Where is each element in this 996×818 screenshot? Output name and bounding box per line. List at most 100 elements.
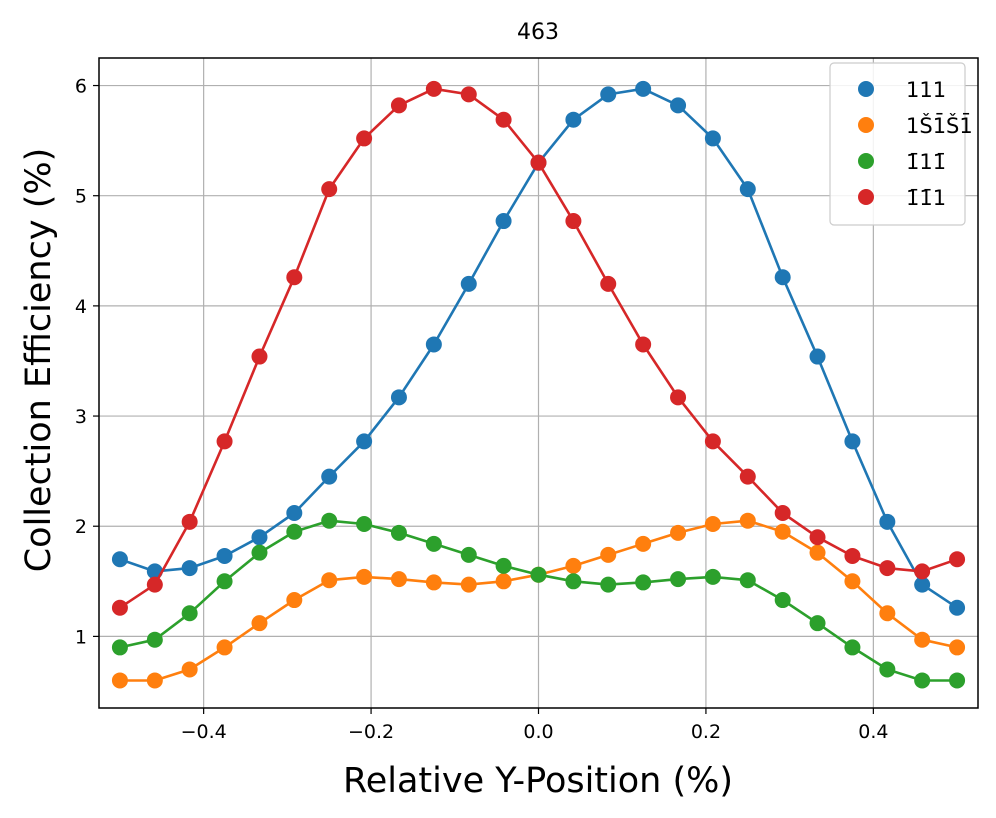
- legend-marker--1-11: [858, 189, 874, 205]
- data-point--11-1: [181, 605, 198, 622]
- data-point--1-11: [216, 433, 233, 450]
- x-tick-label: 0.0: [523, 721, 553, 743]
- data-point--11-1: [739, 572, 756, 589]
- legend-label-1-1-1: 1Š1̄Š1̄: [906, 113, 973, 138]
- data-point--11-1: [565, 573, 582, 590]
- data-point--11-1: [111, 639, 128, 656]
- data-point--11-1: [809, 615, 826, 632]
- data-point-111: [774, 269, 791, 286]
- data-point-111: [879, 513, 896, 530]
- data-point-1-1-1: [635, 535, 652, 552]
- legend-marker-1-1-1: [858, 117, 874, 133]
- data-point--11-1: [844, 639, 861, 656]
- data-point--1-11: [774, 505, 791, 521]
- data-point-1-1-1: [111, 672, 128, 689]
- data-point-111: [739, 181, 756, 198]
- data-point--1-11: [495, 111, 512, 128]
- data-point--11-1: [390, 524, 407, 541]
- data-point--1-11: [181, 513, 198, 530]
- data-point-1-1-1: [216, 639, 233, 656]
- data-point-1-1-1: [949, 639, 966, 656]
- legend-label--1-11: 1̄1̄1: [906, 186, 946, 210]
- data-point-111: [286, 505, 303, 521]
- y-tick-label: 3: [75, 406, 87, 428]
- series-layer: [111, 80, 966, 689]
- legend-marker--11-1: [858, 153, 874, 169]
- data-point--11-1: [495, 557, 512, 574]
- data-point-111: [844, 433, 861, 450]
- data-point-1-1-1: [704, 516, 721, 533]
- data-point--11-1: [286, 523, 303, 540]
- data-point--1-11: [390, 97, 407, 114]
- data-point--11-1: [321, 512, 338, 529]
- data-point--1-11: [809, 529, 826, 546]
- data-point-1-1-1: [460, 576, 477, 593]
- data-point--1-11: [879, 560, 896, 577]
- data-point--1-11: [530, 154, 547, 171]
- data-point--11-1: [704, 568, 721, 585]
- legend-label--11-1: 1̄11̄: [906, 150, 946, 174]
- data-point--11-1: [460, 546, 477, 563]
- data-point--11-1: [600, 576, 617, 593]
- data-point-1-1-1: [321, 572, 338, 589]
- data-point-1-1-1: [390, 571, 407, 588]
- data-point-111: [914, 576, 931, 593]
- data-point--11-1: [914, 672, 931, 689]
- data-point--11-1: [425, 535, 442, 552]
- data-point--1-11: [425, 80, 442, 97]
- data-point-1-1-1: [879, 605, 896, 622]
- data-point--1-11: [146, 576, 163, 593]
- data-point--11-1: [879, 661, 896, 678]
- data-point-111: [565, 111, 582, 128]
- data-point--1-11: [670, 389, 687, 406]
- data-point-111: [635, 80, 652, 97]
- data-point-1-1-1: [565, 557, 582, 574]
- data-point-111: [670, 97, 687, 114]
- data-point--1-11: [286, 269, 303, 286]
- data-point-1-1-1: [914, 631, 931, 648]
- data-point--1-11: [111, 599, 128, 616]
- series--1-11: [111, 80, 966, 616]
- axis-ticks: −0.4 −0.2 0.0 0.2 0.4 1 2 3 4 5 6: [75, 76, 889, 743]
- data-point-111: [495, 213, 512, 230]
- data-point-111: [216, 547, 233, 564]
- data-point--1-11: [844, 547, 861, 564]
- y-tick-label: 6: [75, 76, 87, 98]
- data-point-111: [704, 130, 721, 147]
- data-point--11-1: [251, 544, 268, 561]
- data-point-111: [390, 389, 407, 406]
- data-point-1-1-1: [286, 592, 303, 609]
- data-point-1-1-1: [670, 524, 687, 541]
- data-point--11-1: [146, 631, 163, 648]
- data-point--11-1: [530, 566, 547, 583]
- data-point-1-1-1: [181, 661, 198, 678]
- data-point--1-11: [356, 130, 373, 147]
- data-point-111: [809, 348, 826, 365]
- data-point-1-1-1: [146, 672, 163, 689]
- data-point--1-11: [914, 563, 931, 580]
- data-point--1-11: [251, 348, 268, 365]
- data-point--1-11: [704, 433, 721, 450]
- data-point-1-1-1: [844, 573, 861, 590]
- data-point--11-1: [635, 574, 652, 591]
- legend-marker-111: [858, 81, 874, 97]
- x-tick-label: 0.2: [691, 721, 721, 743]
- y-axis-title: Collection Efficiency (%): [19, 148, 59, 573]
- data-point-1-1-1: [425, 574, 442, 591]
- x-tick-label: 0.4: [858, 721, 888, 743]
- y-tick-label: 1: [75, 626, 87, 648]
- data-point--11-1: [216, 573, 233, 590]
- data-point--1-11: [635, 336, 652, 353]
- data-point-111: [949, 599, 966, 616]
- data-point-1-1-1: [600, 546, 617, 563]
- data-point-1-1-1: [251, 615, 268, 632]
- data-point-1-1-1: [739, 512, 756, 529]
- data-point--11-1: [670, 571, 687, 588]
- data-point-111: [460, 275, 477, 292]
- data-point-1-1-1: [356, 568, 373, 585]
- data-point--1-11: [321, 181, 338, 198]
- data-point-111: [321, 468, 338, 485]
- legend: 111 1Š1̄Š1̄ 1̄11̄ 1̄1̄1: [829, 62, 973, 226]
- data-point--1-11: [739, 468, 756, 485]
